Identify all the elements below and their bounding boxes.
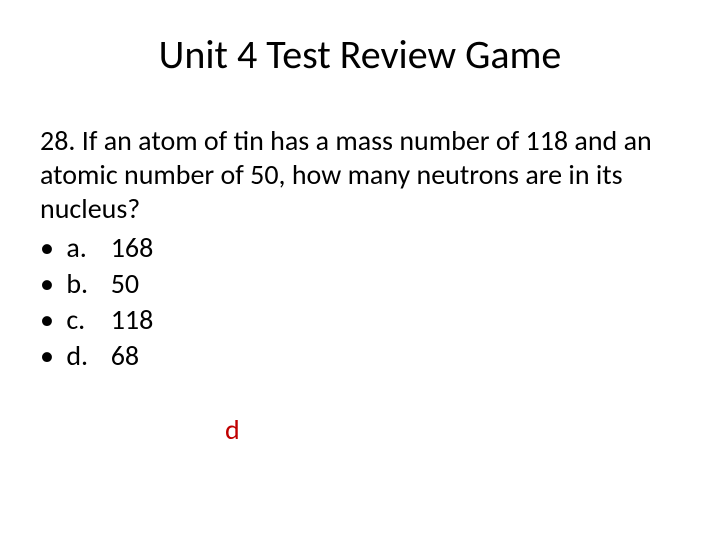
answer-label: d xyxy=(225,412,240,447)
option-a: • a. 168 xyxy=(40,230,680,266)
option-value: 68 xyxy=(111,338,139,374)
option-letter: d. xyxy=(66,338,104,374)
bullet-icon: • xyxy=(40,230,60,266)
option-b: • b. 50 xyxy=(40,266,680,302)
option-value: 168 xyxy=(111,230,154,266)
options-list: • a. 168 • b. 50 • c. 118 • d. 68 xyxy=(40,230,680,373)
bullet-icon: • xyxy=(40,266,60,302)
option-letter: b. xyxy=(66,266,104,302)
question-number: 28. xyxy=(40,123,75,158)
slide-title: Unit 4 Test Review Game xyxy=(40,30,680,79)
bullet-icon: • xyxy=(40,338,60,374)
question-body: If an atom of tin has a mass number of 1… xyxy=(40,123,652,226)
slide: Unit 4 Test Review Game 28. If an atom o… xyxy=(0,0,720,540)
option-value: 50 xyxy=(111,266,139,302)
option-c: • c. 118 xyxy=(40,302,680,338)
question-text: 28. If an atom of tin has a mass number … xyxy=(40,124,680,226)
option-value: 118 xyxy=(111,302,154,338)
option-letter: c. xyxy=(66,302,104,338)
option-d: • d. 68 xyxy=(40,338,680,374)
bullet-icon: • xyxy=(40,302,60,338)
option-letter: a. xyxy=(66,230,104,266)
